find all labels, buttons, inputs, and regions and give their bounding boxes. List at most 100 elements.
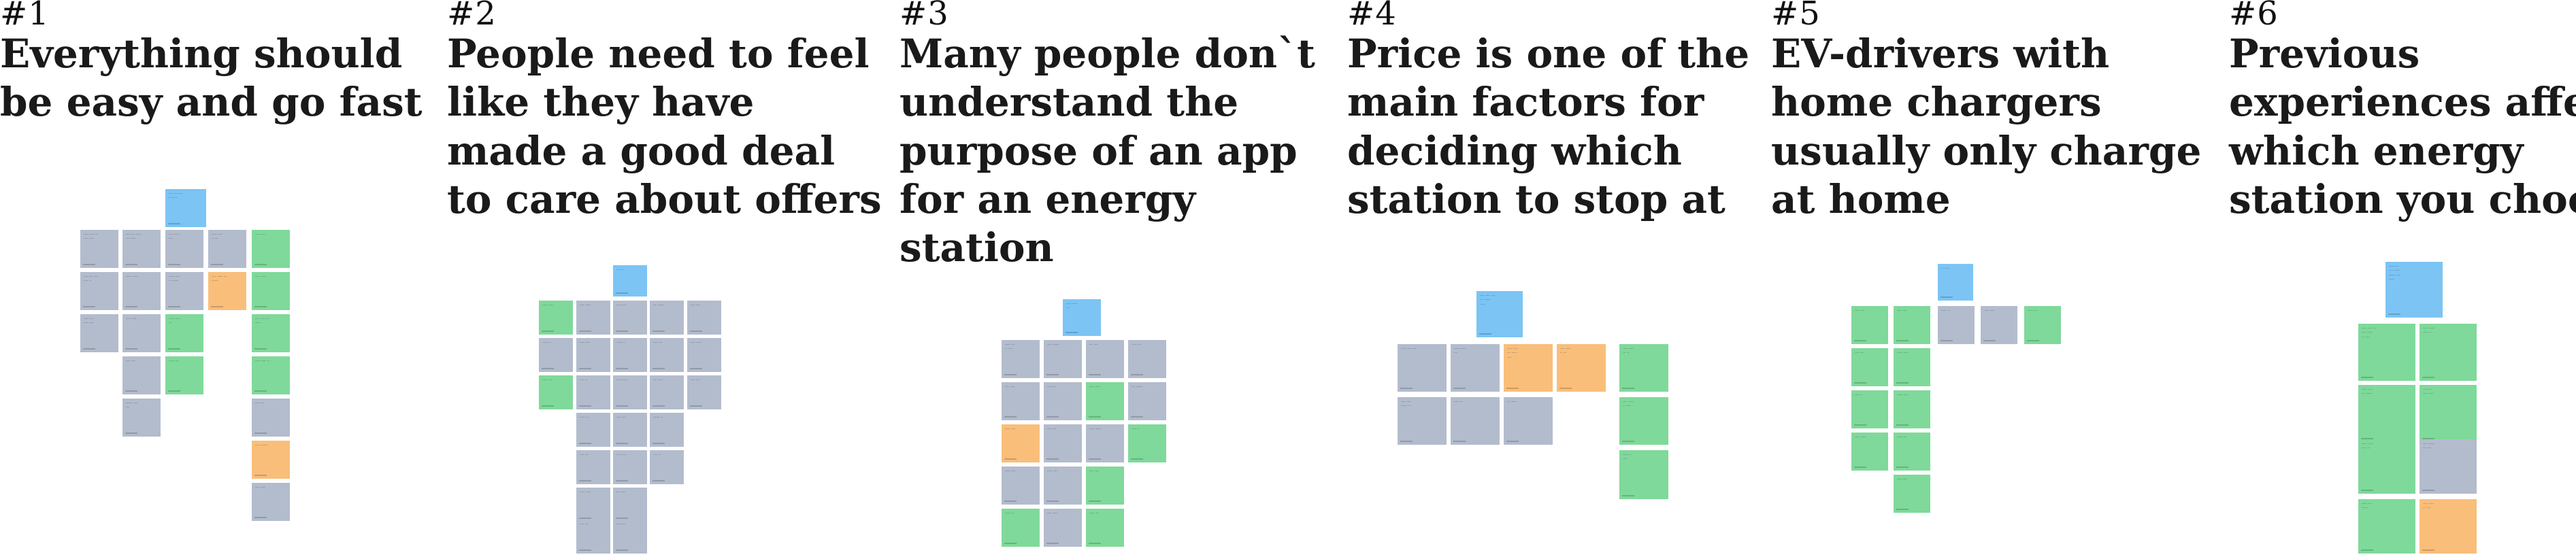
sticky-note[interactable]: ····· ··· [165,356,203,394]
sticky-note[interactable]: ···· ····· ·· ··· [1557,344,1606,392]
sticky-note[interactable]: ··· ····· [1504,397,1553,445]
sticky-note[interactable]: ···· ····· [1981,306,2017,344]
sticky-note[interactable]: ····· ···· [576,488,610,522]
sticky-note[interactable]: ······ ···· ··· [122,399,161,437]
sticky-note[interactable]: ···· ····· [1044,509,1082,547]
sticky-note[interactable]: ····· ·· [613,520,647,554]
sticky-note[interactable]: ···· ······ [1044,340,1082,378]
sticky-note[interactable]: ····· ···· ··· ······ [2358,385,2415,442]
sticky-note[interactable]: ···· ···· [1086,467,1124,505]
sticky-note[interactable]: ····· ·· [576,413,610,447]
sticky-note[interactable]: ····· ·· [1938,306,1975,344]
sticky-note[interactable]: ····· ·· [1451,397,1500,445]
sticky-note[interactable]: ···· ····· ·· ···· [1619,397,1668,445]
sticky-note[interactable]: ····· ··· [1128,340,1166,378]
sticky-note[interactable]: ····· ·· [1044,382,1082,420]
sticky-note[interactable]: ····· ···· ·· ······ [165,272,203,310]
sticky-note[interactable]: ····· ···· [1894,348,1930,386]
sticky-note[interactable]: ···· ······ ····· ·· [2420,324,2477,381]
sticky-note[interactable]: ···· ···· [576,338,610,372]
sticky-note[interactable]: ···· ···· [1894,306,1930,344]
sticky-note[interactable]: ···· ····· ·· ···· [2420,499,2477,554]
sticky-note[interactable]: ···· ···· [687,301,721,335]
sticky-note[interactable]: ····· ···· [613,375,647,409]
sticky-note[interactable]: ····· ··· ·· ···· [1002,340,1040,378]
sticky-note[interactable]: ······ ·· [650,413,684,447]
sticky-note[interactable]: ····· ··· [1894,433,1930,471]
sticky-note[interactable]: ···· ···· ··· ····· [252,314,290,352]
sticky-note[interactable]: ····· ··· [613,301,647,335]
sticky-note[interactable]: ····· ···· ··· ····· ···· [1504,344,1553,392]
sticky-note-header[interactable]: ·· ···· [613,265,647,297]
sticky-note-header[interactable]: ····· ··· ···· ····· ······ ···· ····· [2385,262,2443,318]
sticky-note[interactable]: ····· ······ [1619,450,1668,499]
sticky-note[interactable]: ····· ····· [1086,424,1124,462]
sticky-note[interactable]: ···· ···· [1002,382,1040,420]
sticky-note[interactable]: ····· ····· ··· [165,314,203,352]
sticky-note[interactable]: ····· ··· [2024,306,2061,344]
sticky-note-header[interactable]: ···· ····· ··· ··· ······ ····· [1476,291,1523,337]
sticky-note[interactable]: ····· ···· [1002,424,1040,462]
sticky-note[interactable]: ···· ··· [576,450,610,484]
sticky-note[interactable]: ···· ····· [1851,433,1888,471]
sticky-note[interactable]: ····· ··· [539,375,573,409]
sticky-note[interactable]: ···· ···· ······ ·· [1398,397,1447,445]
sticky-note[interactable]: ··· ······ [1128,382,1166,420]
sticky-note[interactable]: ····· ···· [1894,390,1930,428]
sticky-note[interactable]: ··· ···· [613,488,647,522]
sticky-note[interactable]: ····· ··· [252,230,290,268]
sticky-note[interactable]: ···· ···· [252,483,290,521]
sticky-note[interactable]: ····· ··· [1851,306,1888,344]
sticky-note[interactable]: ···· ······ ··· ···· [2420,439,2477,494]
sticky-note[interactable]: ····· ···· [539,301,573,335]
sticky-note[interactable]: ····· ·· [1002,509,1040,547]
sticky-note[interactable]: ···· ···· [122,356,161,394]
sticky-note[interactable]: ···· ··· [252,399,290,437]
sticky-note[interactable]: ···· ····· [576,301,610,335]
sticky-note[interactable]: ···· ··· ····· ···· [2420,385,2477,442]
sticky-note[interactable]: ···· ···· [687,375,721,409]
sticky-note[interactable]: ···· ·· [1851,390,1888,428]
sticky-note[interactable]: ····· ··· [1086,509,1124,547]
sticky-note[interactable]: ····· ······ [252,441,290,479]
sticky-note[interactable]: ···· ·· [576,375,610,409]
sticky-note[interactable]: ····· ··· ···· [1398,344,1447,392]
sticky-note[interactable]: ····· ··· [613,450,647,484]
sticky-note[interactable]: ··· ······ ···· [165,230,203,268]
sticky-note[interactable]: ····· ····· [122,272,161,310]
sticky-note[interactable]: ··· ····· [650,375,684,409]
sticky-note-header[interactable]: ···· ··· ···· ·· ····· [165,189,206,227]
sticky-note[interactable]: ····· ····· ···· ··· [2358,439,2415,494]
sticky-note[interactable]: ···· ····· [252,272,290,310]
sticky-note[interactable]: ···· ····· [122,314,161,352]
sticky-note[interactable]: ····· ···· ··· ·· [1619,344,1668,392]
sticky-note[interactable]: ···· ····· [1086,382,1124,420]
sticky-note[interactable]: ···· ··· [576,520,610,554]
sticky-note[interactable]: ···· ··· ····· ··· ····· [122,230,161,268]
sticky-note[interactable]: ····· ·· ···· ···· ···· [80,230,118,268]
sticky-note[interactable]: ···· ···· [1894,475,1930,513]
sticky-note[interactable]: ····· ··· [1044,467,1082,505]
sticky-note[interactable]: ···· ···· [613,413,647,447]
sticky-note[interactable]: ··· ···· [1086,340,1124,378]
sticky-note[interactable]: ···· ······ ··· [1451,344,1500,392]
sticky-note-header[interactable]: ···· ····· ··· [1063,299,1101,336]
sticky-note-header[interactable]: ·· ···· [1938,264,1973,301]
sticky-note[interactable]: ···· ····· [1002,467,1040,505]
sticky-note[interactable]: ····· ·· [539,338,573,372]
sticky-note[interactable]: ···· ····· [687,338,721,372]
sticky-note[interactable]: ···· ·· [1128,424,1166,462]
sticky-note[interactable]: ······ · [613,338,647,372]
sticky-note[interactable]: ···· ·· [650,450,684,484]
sticky-note[interactable]: ····· ··· ······ [2358,499,2415,554]
sticky-note[interactable]: ····· ··· ···· ···· [80,314,118,352]
sticky-note[interactable]: ···· ····· ··· ······ [208,272,246,310]
sticky-note[interactable]: ····· ···· ·· [252,356,290,394]
sticky-note[interactable]: ···· ··· ···· ···· ·· [80,272,118,310]
sticky-note[interactable]: ···· ··· [650,338,684,372]
sticky-note[interactable]: ····· ···· ·· ··· [208,230,246,268]
sticky-note[interactable]: ···· ··· [1851,348,1888,386]
sticky-note[interactable]: ··· ······ [650,301,684,335]
sticky-note[interactable]: ···· ··· [1044,424,1082,462]
sticky-note[interactable]: ····· ···· ··· ···· ····· ·· ···· [2358,324,2415,381]
